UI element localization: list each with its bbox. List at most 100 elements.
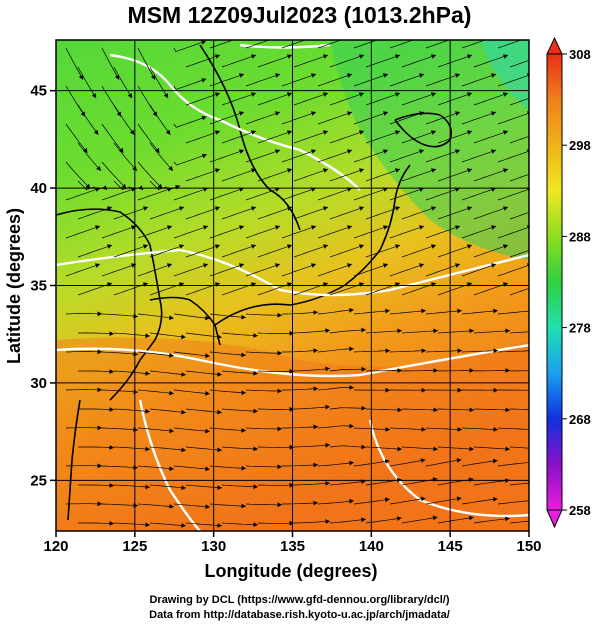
streamline-arrowhead	[313, 424, 318, 430]
x-axis-label: Longitude (degrees)	[204, 561, 377, 581]
streamline-arrowhead	[505, 446, 510, 452]
streamline	[461, 73, 497, 87]
streamline-arrowhead	[432, 515, 438, 521]
streamline-arrowhead	[539, 92, 544, 97]
streamline	[113, 66, 133, 99]
streamline	[473, 330, 510, 334]
streamline-arrowhead	[349, 498, 354, 504]
streamline-arrowhead	[419, 263, 424, 268]
streamline	[329, 480, 366, 486]
streamline-arrowhead	[563, 35, 568, 40]
streamline	[293, 406, 330, 410]
streamline	[282, 464, 319, 467]
streamline-arrowhead	[349, 346, 354, 352]
streamline	[425, 40, 451, 49]
streamline-arrowhead	[385, 348, 390, 354]
x-tick-label: 150	[516, 538, 541, 555]
streamline	[185, 92, 221, 106]
streamline	[282, 388, 319, 391]
streamline-arrowhead	[578, 520, 582, 525]
streamline	[365, 370, 402, 372]
streamline-arrowhead	[168, 165, 173, 171]
streamline-arrowhead	[361, 517, 366, 523]
streamline	[509, 211, 529, 220]
streamline-arrowhead	[539, 168, 544, 173]
streamline-arrowhead	[201, 153, 207, 159]
streamline	[221, 206, 257, 220]
streamline	[293, 329, 330, 334]
streamline-arrowhead	[205, 391, 210, 396]
streamline-arrowhead	[347, 35, 352, 40]
streamline	[425, 111, 461, 125]
streamline-arrowhead	[143, 244, 148, 249]
streamline	[473, 244, 509, 258]
streamline-arrowhead	[91, 93, 97, 99]
streamline	[149, 244, 185, 258]
streamline	[209, 503, 246, 507]
streamline	[113, 142, 138, 172]
streamline-arrowhead	[145, 408, 150, 414]
streamline	[221, 54, 257, 68]
y-tick-label: 30	[30, 375, 47, 392]
streamline	[101, 47, 120, 80]
streamline	[293, 54, 329, 68]
streamline-arrowhead	[253, 333, 258, 338]
streamline	[185, 206, 221, 220]
streamline	[317, 149, 353, 163]
streamline-arrowhead	[107, 244, 112, 249]
streamline	[317, 73, 353, 87]
streamline-arrowhead	[145, 446, 150, 452]
streamline-arrowhead	[313, 500, 318, 506]
streamline-arrowhead	[169, 504, 174, 509]
streamline-arrowhead	[565, 309, 570, 314]
streamline-arrowhead	[397, 328, 402, 334]
streamline-arrowhead	[347, 263, 352, 268]
streamline-arrowhead	[566, 462, 571, 467]
streamline	[245, 149, 281, 163]
streamline-arrowhead	[217, 523, 222, 528]
streamline-arrowhead	[347, 111, 352, 116]
streamline	[425, 73, 461, 87]
streamline-arrowhead	[251, 168, 256, 173]
x-tick-label: 135	[280, 538, 305, 555]
streamline-arrowhead	[383, 149, 388, 154]
streamline	[245, 351, 282, 354]
streamline-arrowhead	[529, 460, 534, 465]
streamline	[149, 206, 185, 220]
streamline-arrowhead	[469, 368, 474, 373]
streamline	[113, 244, 149, 258]
streamline	[401, 206, 437, 220]
streamline	[101, 263, 137, 277]
y-tick-label: 35	[30, 278, 47, 295]
x-tick-label: 145	[438, 538, 463, 555]
streamline	[173, 40, 207, 53]
y-axis-label: Latitude (degrees)	[4, 208, 24, 364]
streamline	[113, 370, 150, 375]
streamline-arrowhead	[157, 183, 163, 189]
streamline-arrowhead	[349, 307, 354, 313]
streamline-arrowhead	[241, 352, 246, 358]
streamline-arrowhead	[539, 244, 544, 249]
streamline-arrowhead	[541, 480, 546, 485]
streamline-arrowhead	[578, 482, 582, 487]
streamline-arrowhead	[275, 225, 280, 230]
streamline	[101, 313, 138, 317]
x-tick-label: 120	[43, 538, 68, 555]
streamline-arrowhead	[395, 92, 400, 97]
streamline-arrowhead	[527, 35, 532, 40]
streamline	[461, 187, 497, 201]
streamline	[149, 522, 186, 527]
streamline	[137, 161, 163, 189]
colorbar-tick-label: 288	[569, 229, 591, 244]
streamline	[401, 92, 437, 106]
streamline	[389, 350, 427, 353]
streamline-arrowhead	[277, 502, 282, 508]
streamline	[317, 263, 353, 277]
streamline	[437, 130, 473, 144]
streamline-arrowhead	[467, 92, 472, 97]
streamline-arrowhead	[325, 366, 330, 372]
streamline	[546, 522, 582, 523]
streamline-arrowhead	[455, 35, 460, 40]
streamline	[221, 92, 257, 106]
